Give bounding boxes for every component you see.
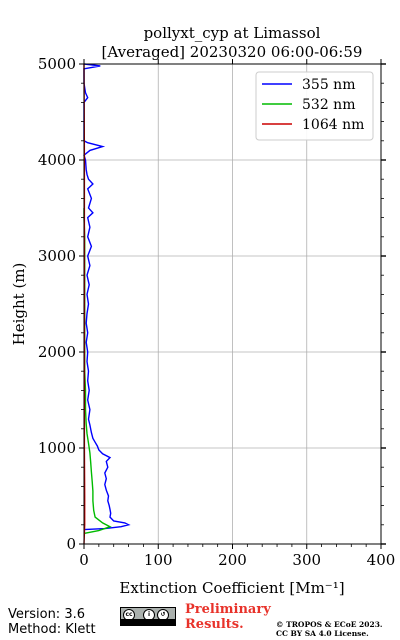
legend-label: 355 nm xyxy=(302,77,355,93)
y-tick-label: 3000 xyxy=(38,247,76,265)
legend-label: 532 nm xyxy=(302,97,355,113)
y-tick-label: 0 xyxy=(66,535,76,553)
preliminary-line-2: Results. xyxy=(185,617,244,632)
method-text: Method: Klett xyxy=(8,622,96,637)
legend-label: 1064 nm xyxy=(302,117,364,133)
x-tick-label: 400 xyxy=(367,551,396,569)
y-axis-label: Height (m) xyxy=(10,263,28,346)
legend-box xyxy=(255,71,374,141)
x-tick-label: 300 xyxy=(292,551,321,569)
x-tick-label: 200 xyxy=(218,551,247,569)
x-axis-label: Extinction Coefficient [Mm⁻¹] xyxy=(119,579,344,597)
extinction-chart: pollyxt_cyp at Limassol [Averaged] 20230… xyxy=(10,24,396,597)
preliminary-line-1: Preliminary xyxy=(185,602,271,617)
cc-license-badge: cc i ↺ xyxy=(120,607,176,626)
y-tick-label: 5000 xyxy=(38,55,76,73)
copyright-line-1: © TROPOS & ECoE 2023. xyxy=(276,620,383,629)
chart-title: pollyxt_cyp at Limassol xyxy=(144,24,321,42)
copyright-line-2: CC BY SA 4.0 License. xyxy=(276,629,369,638)
y-tick-label: 4000 xyxy=(38,151,76,169)
preliminary-notice: Preliminary Results. xyxy=(185,602,271,632)
x-tick-label: 100 xyxy=(144,551,173,569)
by-icon: i xyxy=(143,609,155,621)
copyright-notice: © TROPOS & ECoE 2023. CC BY SA 4.0 Licen… xyxy=(276,620,383,638)
version-text: Version: 3.6 xyxy=(8,607,85,622)
series-layer xyxy=(83,63,131,545)
legend: 355 nm 532 nm 1064 nm xyxy=(255,71,374,141)
y-tick-label: 2000 xyxy=(38,343,76,361)
chart-subtitle: [Averaged] 20230320 06:00-06:59 xyxy=(102,43,363,61)
x-tick-label: 0 xyxy=(79,551,89,569)
y-tick-label: 1000 xyxy=(38,439,76,457)
